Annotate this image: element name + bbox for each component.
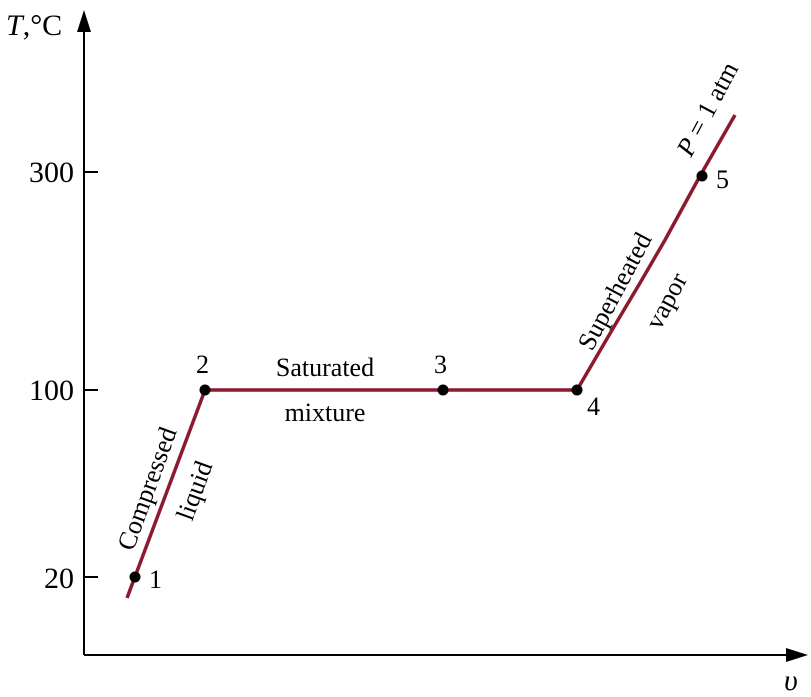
x-axis-label: υ	[784, 664, 798, 697]
state-label-1: 1	[149, 565, 162, 594]
axes: 300 100 20 T,°C υ	[6, 9, 808, 697]
y-axis-arrow	[77, 10, 91, 32]
process-curve	[125, 114, 737, 599]
state-point-2	[199, 384, 211, 396]
state-point-1	[129, 571, 141, 583]
pressure-label-rest: = 1 atm	[678, 57, 744, 147]
y-axis-label-unit: ,°C	[23, 9, 63, 42]
y-tick-label-100: 100	[29, 374, 74, 407]
state-point-4	[571, 384, 583, 396]
y-tick-label-300: 300	[29, 156, 74, 189]
region-labels: Compressed liquid Saturated mixture Supe…	[111, 57, 744, 554]
state-points: 1 2 3 4 5	[129, 165, 729, 594]
superheated-vapor-label-line2: vapor	[640, 268, 694, 334]
state-label-4: 4	[587, 392, 600, 421]
compressed-liquid-label-line1: Compressed	[111, 423, 182, 554]
state-label-5: 5	[716, 165, 729, 194]
state-label-2: 2	[196, 350, 209, 379]
y-axis-label-var: T	[6, 9, 25, 42]
saturated-mixture-label-line1: Saturated	[276, 353, 374, 382]
superheated-vapor-label-line1: Superheated	[572, 228, 658, 355]
x-axis-arrow	[786, 648, 808, 662]
state-point-3	[437, 384, 449, 396]
state-label-3: 3	[434, 350, 447, 379]
y-tick-label-20: 20	[44, 562, 74, 595]
state-point-5	[696, 170, 708, 182]
saturated-mixture-label-line2: mixture	[285, 398, 366, 427]
y-axis-label: T,°C	[6, 9, 62, 42]
process-line	[125, 114, 737, 599]
pressure-label: P = 1 atm	[670, 57, 744, 162]
